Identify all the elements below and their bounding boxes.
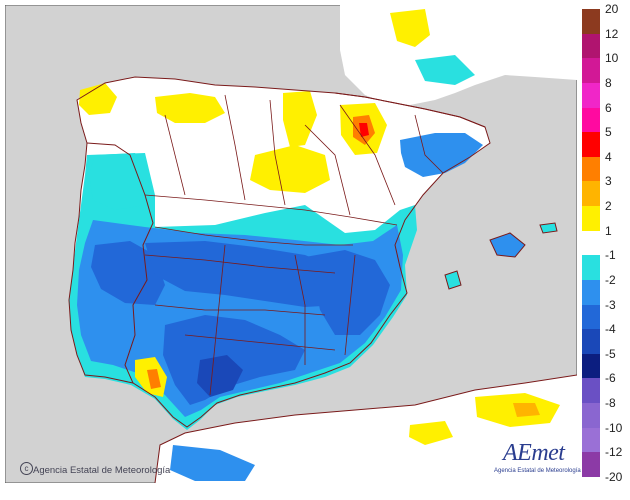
anomaly-blue-northeast — [400, 133, 483, 177]
legend-swatch-4_3 — [582, 156, 600, 182]
anomaly-dark-blue-east — [305, 250, 390, 335]
legend-swatch-neutral — [582, 230, 600, 256]
anomaly-yellow-africa-2 — [409, 421, 453, 445]
legend-tick-label: 10 — [605, 51, 619, 66]
anomaly-yellow-north-3 — [283, 91, 317, 147]
legend-tick-label: -1 — [605, 248, 616, 263]
legend-swatch-m12_m20 — [582, 452, 600, 477]
legend-swatch-12_10 — [582, 33, 600, 59]
anomaly-red-ebro — [359, 123, 369, 137]
legend-tick-label: -4 — [605, 322, 616, 337]
legend-tick-label: 20 — [605, 2, 619, 16]
copyright-icon: c — [20, 462, 33, 475]
anomaly-dark-blue-west — [91, 241, 165, 305]
color-legend: 20 12 10 8 6 5 4 3 2 1 -1 -2 -3 -4 -5 -6 -8 -10 -12 -20 — [582, 3, 630, 483]
legend-tick-label: 6 — [605, 100, 612, 115]
north-africa-coast — [154, 374, 577, 483]
legend-swatch-above_20_12 — [582, 9, 600, 34]
anomaly-map — [5, 5, 577, 483]
legend-tick-label: 5 — [605, 125, 612, 140]
anomaly-orange-southwest — [147, 369, 161, 389]
legend-tick-label: -10 — [605, 420, 623, 435]
anomaly-yellow-france — [390, 9, 430, 47]
legend-swatch-m5_m6 — [582, 353, 600, 379]
credit-text: Agencia Estatal de Meteorología — [33, 465, 171, 476]
menorca-island — [539, 222, 558, 234]
legend-swatch-5_4 — [582, 132, 600, 157]
anomaly-dark-blue-center — [145, 241, 350, 307]
legend-swatch-3_2 — [582, 181, 600, 207]
legend-tick-label: 12 — [605, 26, 619, 41]
legend-swatch-m2_m3 — [582, 279, 600, 305]
legend-tick-label: 3 — [605, 174, 612, 189]
legend-swatch-m6_m8 — [582, 378, 600, 404]
legend-tick-label: 8 — [605, 75, 612, 90]
legend-swatch-m1_m2 — [582, 255, 600, 280]
anomaly-yellow-center — [250, 145, 330, 193]
legend-tick-label: -20 — [605, 470, 623, 484]
anomaly-blue-africa — [170, 445, 255, 481]
legend-swatch-6_5 — [582, 107, 600, 133]
logo-wordmark: AEmet — [503, 440, 565, 466]
mallorca-island — [489, 232, 526, 258]
logo-subtitle: Agencia Estatal de Meteorología — [494, 468, 581, 474]
anomaly-navy-core — [197, 355, 243, 397]
legend-swatch-10_8 — [582, 58, 600, 83]
legend-tick-label: -6 — [605, 371, 616, 386]
legend-tick-label: -3 — [605, 297, 616, 312]
legend-swatch-m4_m5 — [582, 329, 600, 354]
legend-swatch-m3_m4 — [582, 304, 600, 330]
africa-landmass — [155, 375, 577, 483]
portugal-border — [86, 142, 154, 384]
aemet-logo: AEmet Agencia Estatal de Meteorología — [494, 440, 581, 478]
legend-tick-label: 4 — [605, 149, 612, 164]
ibiza-island — [444, 270, 462, 290]
legend-tick-label: -8 — [605, 396, 616, 411]
anomaly-orange-africa — [513, 403, 540, 417]
legend-tick-label: -2 — [605, 272, 616, 287]
legend-tick-label: 1 — [605, 223, 612, 238]
legend-swatch-m10_m12 — [582, 427, 600, 453]
legend-swatch-m8_m10 — [582, 403, 600, 428]
region-borders — [144, 94, 444, 396]
legend-tick-label: -12 — [605, 445, 623, 460]
legend-swatch-2_1 — [582, 206, 600, 231]
france-border — [334, 92, 486, 128]
legend-tick-label: -5 — [605, 346, 616, 361]
anomaly-cyan-france — [415, 55, 475, 85]
anomaly-yellow-north-2 — [155, 93, 225, 123]
legend-swatch-8_6 — [582, 82, 600, 108]
anomaly-yellow-north-1 — [79, 83, 117, 115]
legend-tick-label: 2 — [605, 199, 612, 214]
